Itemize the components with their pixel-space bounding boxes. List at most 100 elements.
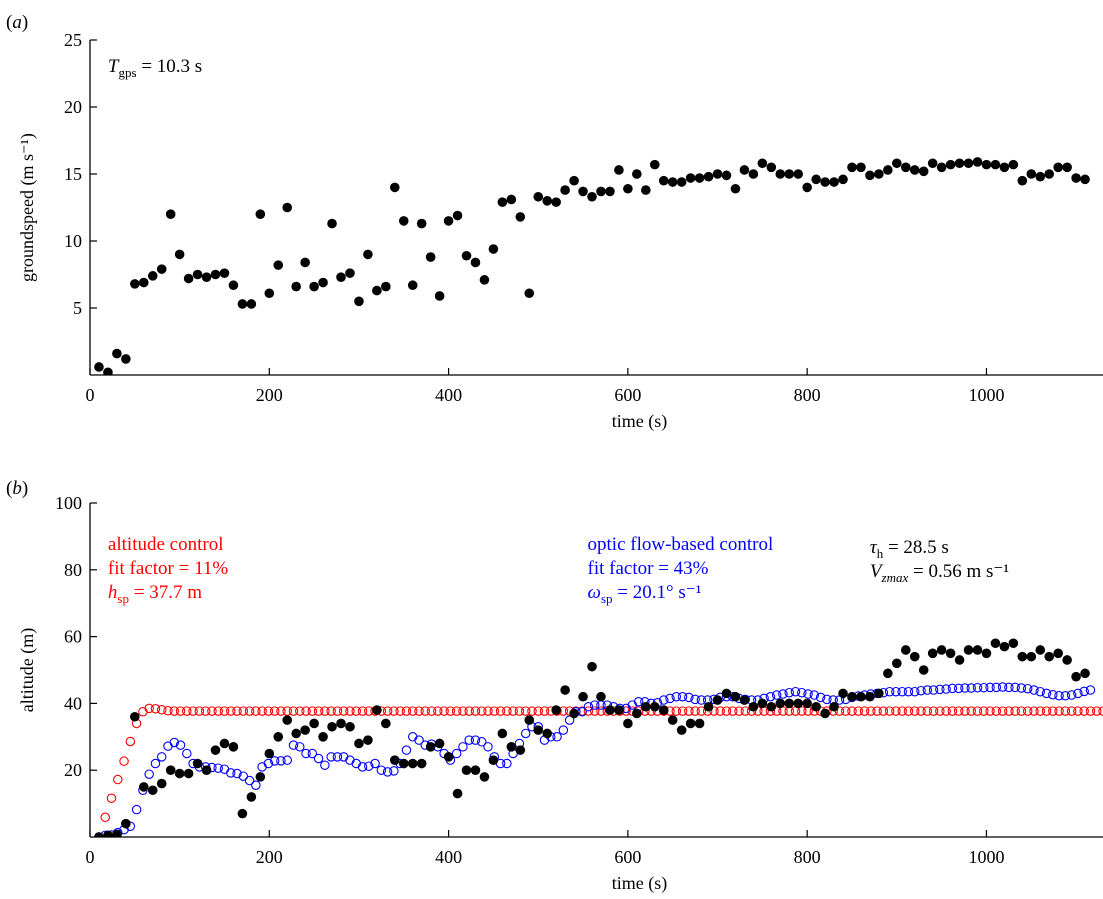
model-point bbox=[219, 706, 230, 716]
data-point bbox=[1026, 169, 1037, 179]
model-point bbox=[1066, 706, 1077, 716]
annotation-sub: h bbox=[877, 546, 884, 561]
model-point bbox=[1048, 706, 1058, 716]
data-point bbox=[909, 651, 920, 662]
model-point bbox=[357, 762, 368, 772]
model-point bbox=[119, 756, 129, 766]
data-point bbox=[147, 785, 158, 796]
model-point bbox=[884, 686, 895, 697]
data-point bbox=[103, 367, 113, 375]
plot-area bbox=[94, 157, 1090, 375]
data-point bbox=[327, 218, 337, 229]
model-point bbox=[928, 706, 939, 716]
model-point bbox=[433, 706, 443, 716]
model-point bbox=[295, 742, 305, 752]
data-point bbox=[560, 185, 570, 195]
annotation-value: = 37.7 m bbox=[129, 582, 202, 603]
data-point bbox=[632, 708, 642, 719]
data-point bbox=[542, 728, 552, 739]
model-point bbox=[338, 706, 349, 716]
model-point bbox=[364, 761, 374, 771]
data-point bbox=[130, 279, 140, 289]
data-point bbox=[694, 718, 705, 729]
data-point bbox=[739, 695, 750, 705]
data-point bbox=[228, 742, 239, 752]
data-point bbox=[927, 158, 938, 169]
model-point bbox=[803, 689, 813, 699]
model-point bbox=[257, 706, 267, 716]
data-point bbox=[363, 249, 373, 260]
data-point bbox=[811, 174, 821, 185]
data-point bbox=[712, 695, 723, 705]
model-point bbox=[1079, 706, 1089, 716]
data-point bbox=[721, 688, 732, 699]
y-tick-label: 60 bbox=[64, 627, 82, 647]
data-point bbox=[1053, 648, 1063, 659]
model-point bbox=[458, 706, 468, 716]
annotation-sub: zmax bbox=[881, 570, 909, 585]
data-point bbox=[372, 705, 382, 715]
data-point bbox=[219, 268, 230, 278]
model-point bbox=[897, 686, 907, 697]
data-point bbox=[174, 768, 185, 779]
model-point bbox=[539, 706, 550, 716]
model-point bbox=[715, 706, 725, 716]
data-point bbox=[658, 175, 669, 186]
data-point bbox=[641, 185, 651, 195]
model-point bbox=[979, 706, 989, 716]
model-point bbox=[182, 748, 192, 759]
model-point bbox=[658, 695, 669, 705]
data-point bbox=[927, 648, 938, 659]
model-point bbox=[922, 706, 933, 716]
data-point bbox=[739, 165, 750, 175]
model-point bbox=[520, 728, 531, 739]
data-point bbox=[336, 718, 346, 729]
data-point bbox=[972, 645, 983, 655]
data-point bbox=[900, 162, 911, 173]
model-point bbox=[169, 737, 180, 748]
data-point bbox=[730, 691, 741, 702]
annotation-value: = 0.56 m s⁻¹ bbox=[908, 561, 1009, 582]
data-point bbox=[434, 738, 445, 749]
data-point bbox=[820, 177, 830, 187]
data-point bbox=[578, 186, 588, 197]
model-point bbox=[420, 706, 431, 716]
data-point bbox=[748, 701, 759, 712]
data-point bbox=[425, 742, 436, 752]
data-point bbox=[425, 252, 436, 262]
data-point bbox=[237, 299, 248, 309]
model-point bbox=[1016, 706, 1027, 716]
model-point bbox=[997, 706, 1008, 716]
model-point bbox=[797, 706, 807, 716]
model-point bbox=[696, 695, 707, 705]
data-point bbox=[721, 170, 732, 181]
model-point bbox=[144, 703, 154, 714]
model-point bbox=[131, 804, 142, 815]
data-point bbox=[578, 691, 588, 702]
model-point bbox=[225, 768, 236, 778]
data-point bbox=[972, 157, 983, 167]
model-point bbox=[200, 706, 211, 716]
data-point bbox=[363, 735, 373, 745]
x-axis-label: time (s) bbox=[612, 873, 668, 894]
data-point bbox=[847, 162, 857, 173]
data-point bbox=[201, 765, 212, 775]
data-point bbox=[398, 758, 409, 769]
data-point bbox=[883, 165, 893, 175]
data-point bbox=[784, 698, 795, 709]
model-point bbox=[960, 683, 970, 693]
data-point bbox=[802, 698, 812, 709]
model-point bbox=[508, 706, 518, 716]
data-point bbox=[623, 718, 633, 729]
model-point bbox=[464, 735, 474, 745]
model-point bbox=[458, 742, 468, 752]
model-point bbox=[972, 706, 983, 716]
model-point bbox=[320, 760, 330, 770]
x-tick-label: 800 bbox=[794, 385, 821, 405]
model-point bbox=[953, 706, 964, 716]
model-point bbox=[150, 758, 161, 769]
data-point bbox=[255, 772, 266, 782]
annotation-line: τh = 28.5 s bbox=[870, 537, 949, 561]
model-point bbox=[822, 694, 832, 705]
